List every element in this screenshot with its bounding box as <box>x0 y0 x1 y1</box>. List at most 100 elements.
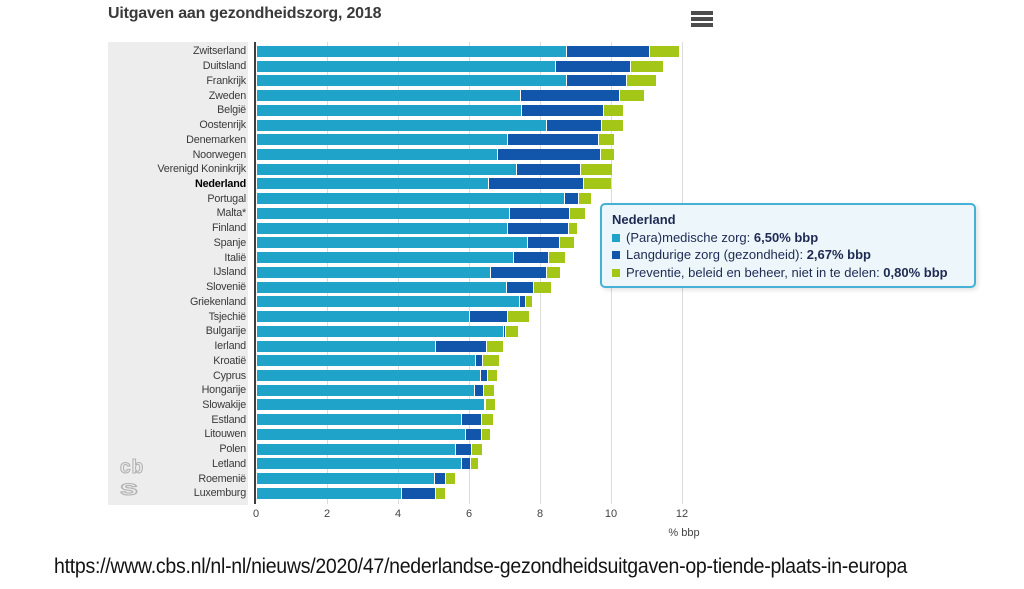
country-label-roemeni: Roemenië <box>198 472 246 485</box>
bar-segment-para-medische-zorg[interactable] <box>257 487 402 499</box>
bar-segment-preventie-beleid-en-beheer-niet-in-te-delen[interactable] <box>470 458 479 470</box>
bar-segment-langdurige-zorg-gezondheid[interactable] <box>565 75 627 87</box>
bar-segment-langdurige-zorg-gezondheid[interactable] <box>461 414 481 426</box>
bar-segment-preventie-beleid-en-beheer-niet-in-te-delen[interactable] <box>597 134 614 146</box>
hamburger-menu-icon[interactable] <box>691 11 713 29</box>
bar-segment-para-medische-zorg[interactable] <box>257 370 480 382</box>
bar-segment-para-medische-zorg[interactable] <box>257 149 497 160</box>
bar-segment-preventie-beleid-en-beheer-niet-in-te-delen[interactable] <box>504 325 519 337</box>
bar-segment-langdurige-zorg-gezondheid[interactable] <box>526 237 559 249</box>
bar-segment-preventie-beleid-en-beheer-niet-in-te-delen[interactable] <box>619 90 644 102</box>
stacked-bar-sloveni <box>257 281 552 293</box>
bar-segment-para-medische-zorg[interactable] <box>257 428 465 440</box>
bar-segment-preventie-beleid-en-beheer-niet-in-te-delen[interactable] <box>480 428 491 440</box>
bar-segment-langdurige-zorg-gezondheid[interactable] <box>433 473 445 485</box>
bar-segment-langdurige-zorg-gezondheid[interactable] <box>434 340 486 352</box>
bar-segment-preventie-beleid-en-beheer-niet-in-te-delen[interactable] <box>485 399 496 411</box>
bar-segment-preventie-beleid-en-beheer-niet-in-te-delen[interactable] <box>582 178 611 190</box>
country-label-noorwegen: Noorwegen <box>192 148 247 161</box>
bar-segment-para-medische-zorg[interactable] <box>257 414 462 426</box>
bar-segment-preventie-beleid-en-beheer-niet-in-te-delen[interactable] <box>485 340 503 352</box>
bar-segment-para-medische-zorg[interactable] <box>257 340 435 352</box>
bar-segment-langdurige-zorg-gezondheid[interactable] <box>516 163 581 175</box>
bar-segment-para-medische-zorg[interactable] <box>257 384 474 396</box>
bar-segment-para-medische-zorg[interactable] <box>257 163 517 175</box>
legend-square-icon <box>612 233 620 242</box>
bar-segment-langdurige-zorg-gezondheid[interactable] <box>519 90 620 102</box>
bar-segment-langdurige-zorg-gezondheid[interactable] <box>479 370 488 382</box>
bar-segment-langdurige-zorg-gezondheid[interactable] <box>454 443 471 455</box>
bar-segment-langdurige-zorg-gezondheid[interactable] <box>507 134 598 146</box>
bar-segment-preventie-beleid-en-beheer-niet-in-te-delen[interactable] <box>444 473 455 485</box>
bar-segment-para-medische-zorg[interactable] <box>257 237 527 249</box>
bar-segment-para-medische-zorg[interactable] <box>257 45 566 57</box>
bar-segment-langdurige-zorg-gezondheid[interactable] <box>473 384 483 396</box>
bar-segment-preventie-beleid-en-beheer-niet-in-te-delen[interactable] <box>482 355 500 367</box>
bar-segment-para-medische-zorg[interactable] <box>257 252 513 264</box>
bar-segment-para-medische-zorg[interactable] <box>257 90 520 102</box>
source-url-link[interactable]: https://www.cbs.nl/nl-nl/nieuws/2020/47/… <box>54 555 908 578</box>
bar-segment-preventie-beleid-en-beheer-niet-in-te-delen[interactable] <box>487 370 497 382</box>
bar-segment-para-medische-zorg[interactable] <box>257 119 547 131</box>
bar-segment-para-medische-zorg[interactable] <box>257 443 455 455</box>
bar-segment-para-medische-zorg[interactable] <box>257 266 490 278</box>
bar-segment-para-medische-zorg[interactable] <box>257 75 566 87</box>
bar-segment-para-medische-zorg[interactable] <box>257 458 462 470</box>
bar-segment-langdurige-zorg-gezondheid[interactable] <box>475 355 483 367</box>
chart-row-zweden: Zweden <box>108 88 748 103</box>
bar-segment-para-medische-zorg[interactable] <box>257 311 469 323</box>
bar-segment-para-medische-zorg[interactable] <box>257 178 488 190</box>
bar-segment-preventie-beleid-en-beheer-niet-in-te-delen[interactable] <box>567 222 578 234</box>
bar-segment-preventie-beleid-en-beheer-niet-in-te-delen[interactable] <box>569 207 586 219</box>
bar-segment-para-medische-zorg[interactable] <box>257 207 510 219</box>
bar-segment-langdurige-zorg-gezondheid[interactable] <box>565 45 650 57</box>
bar-segment-preventie-beleid-en-beheer-niet-in-te-delen[interactable] <box>434 487 446 499</box>
bar-segment-langdurige-zorg-gezondheid[interactable] <box>521 104 604 116</box>
bar-segment-para-medische-zorg[interactable] <box>257 296 519 308</box>
bar-segment-langdurige-zorg-gezondheid[interactable] <box>507 222 568 234</box>
bar-segment-langdurige-zorg-gezondheid[interactable] <box>512 252 549 264</box>
bar-segment-preventie-beleid-en-beheer-niet-in-te-delen[interactable] <box>470 443 483 455</box>
bar-segment-langdurige-zorg-gezondheid[interactable] <box>461 458 471 470</box>
bar-segment-para-medische-zorg[interactable] <box>257 134 508 146</box>
bar-segment-para-medische-zorg[interactable] <box>257 281 506 293</box>
bar-segment-langdurige-zorg-gezondheid[interactable] <box>496 149 600 160</box>
bar-segment-preventie-beleid-en-beheer-niet-in-te-delen[interactable] <box>558 237 574 249</box>
bar-segment-langdurige-zorg-gezondheid[interactable] <box>468 311 508 323</box>
bar-segment-langdurige-zorg-gezondheid[interactable] <box>489 266 547 278</box>
bar-segment-para-medische-zorg[interactable] <box>257 355 476 367</box>
bar-segment-langdurige-zorg-gezondheid[interactable] <box>505 281 533 293</box>
bar-segment-para-medische-zorg[interactable] <box>257 193 565 205</box>
bar-segment-para-medische-zorg[interactable] <box>257 473 434 485</box>
bar-segment-preventie-beleid-en-beheer-niet-in-te-delen[interactable] <box>507 311 529 323</box>
bar-segment-preventie-beleid-en-beheer-niet-in-te-delen[interactable] <box>532 281 552 293</box>
bar-segment-preventie-beleid-en-beheer-niet-in-te-delen[interactable] <box>603 104 623 116</box>
bar-segment-preventie-beleid-en-beheer-niet-in-te-delen[interactable] <box>599 149 614 160</box>
bar-segment-preventie-beleid-en-beheer-niet-in-te-delen[interactable] <box>580 163 612 175</box>
bar-segment-langdurige-zorg-gezondheid[interactable] <box>464 428 481 440</box>
bar-segment-para-medische-zorg[interactable] <box>257 60 556 72</box>
bar-segment-preventie-beleid-en-beheer-niet-in-te-delen[interactable] <box>482 384 495 396</box>
bar-segment-para-medische-zorg[interactable] <box>257 104 522 116</box>
bar-segment-para-medische-zorg[interactable] <box>257 222 508 234</box>
bar-segment-langdurige-zorg-gezondheid[interactable] <box>518 296 526 308</box>
bar-segment-preventie-beleid-en-beheer-niet-in-te-delen[interactable] <box>629 60 664 72</box>
bar-segment-preventie-beleid-en-beheer-niet-in-te-delen[interactable] <box>626 75 657 87</box>
bar-segment-preventie-beleid-en-beheer-niet-in-te-delen[interactable] <box>548 252 566 264</box>
bar-segment-langdurige-zorg-gezondheid[interactable] <box>546 119 602 131</box>
bar-segment-para-medische-zorg[interactable] <box>257 325 503 337</box>
bar-segment-langdurige-zorg-gezondheid[interactable] <box>509 207 570 219</box>
bar-segment-para-medische-zorg[interactable] <box>257 399 485 411</box>
bar-segment-preventie-beleid-en-beheer-niet-in-te-delen[interactable] <box>649 45 680 57</box>
bar-segment-preventie-beleid-en-beheer-niet-in-te-delen[interactable] <box>601 119 623 131</box>
bar-segment-langdurige-zorg-gezondheid[interactable] <box>487 178 583 190</box>
bar-segment-preventie-beleid-en-beheer-niet-in-te-delen[interactable] <box>546 266 560 278</box>
bar-segment-langdurige-zorg-gezondheid[interactable] <box>503 325 505 337</box>
bar-segment-langdurige-zorg-gezondheid[interactable] <box>555 60 630 72</box>
bar-segment-langdurige-zorg-gezondheid[interactable] <box>564 193 579 205</box>
bar-segment-preventie-beleid-en-beheer-niet-in-te-delen[interactable] <box>578 193 591 205</box>
bar-segment-preventie-beleid-en-beheer-niet-in-te-delen[interactable] <box>525 296 533 308</box>
bar-segment-langdurige-zorg-gezondheid[interactable] <box>401 487 435 499</box>
bar-segment-preventie-beleid-en-beheer-niet-in-te-delen[interactable] <box>480 414 494 426</box>
bar-segment-langdurige-zorg-gezondheid[interactable] <box>484 399 486 411</box>
